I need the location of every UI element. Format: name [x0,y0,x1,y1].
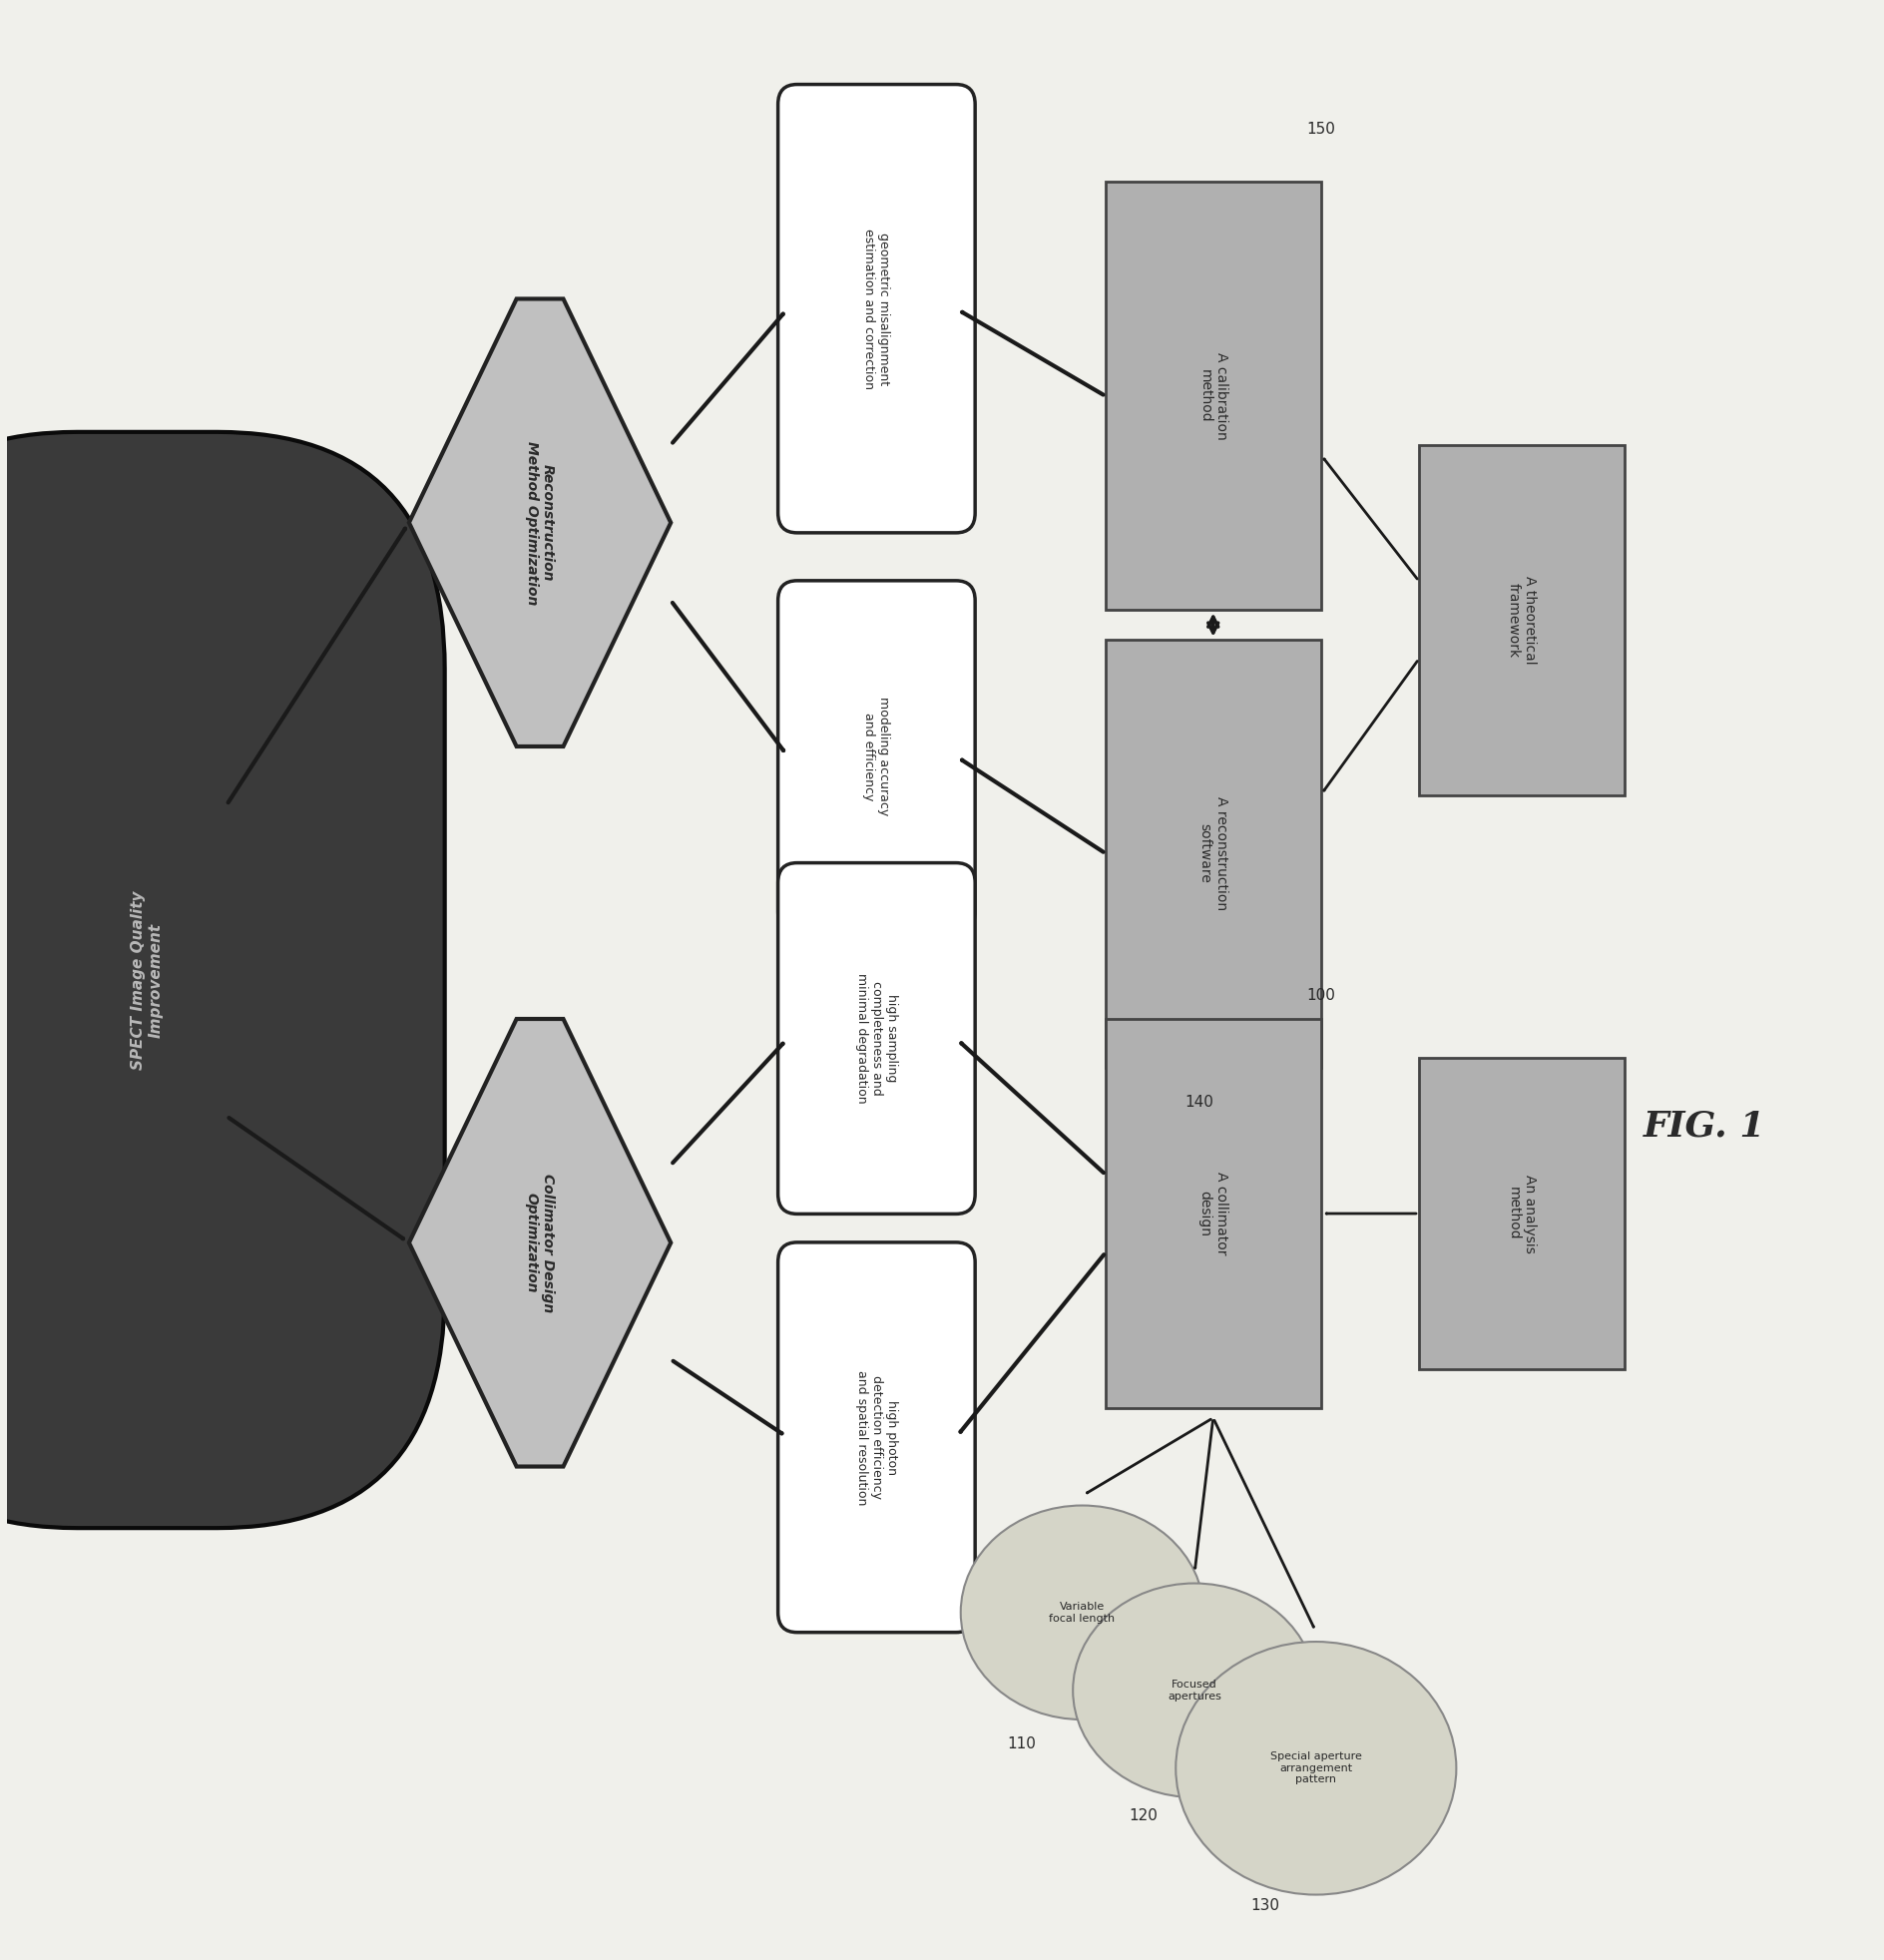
Text: FIG. 1: FIG. 1 [1643,1109,1765,1143]
Bar [1106,639,1321,1068]
Polygon shape [409,1019,671,1466]
Text: SPECT Image Quality
Improvement: SPECT Image Quality Improvement [132,890,164,1070]
Text: Collimator Design
Optimization: Collimator Design Optimization [526,1174,556,1311]
FancyBboxPatch shape [778,84,976,533]
Bar [1419,445,1624,796]
Ellipse shape [961,1505,1204,1719]
Text: geometric misalignment
estimation and correction: geometric misalignment estimation and co… [863,227,891,388]
Text: 130: 130 [1251,1899,1279,1913]
Text: Variable
focal length: Variable focal length [1049,1601,1115,1623]
Text: 100: 100 [1307,988,1336,1002]
Text: 140: 140 [1185,1094,1213,1109]
Text: 120: 120 [1129,1809,1159,1823]
Text: Reconstruction
Method Optimization: Reconstruction Method Optimization [526,441,556,606]
Text: A collimator
design: A collimator design [1198,1172,1228,1254]
Text: Focused
apertures: Focused apertures [1168,1680,1221,1701]
Ellipse shape [1072,1584,1317,1797]
FancyBboxPatch shape [778,1243,976,1633]
Text: A theoretical
framework: A theoretical framework [1507,576,1537,664]
Bar [1106,1019,1321,1407]
FancyBboxPatch shape [778,580,976,931]
Text: A reconstruction
software: A reconstruction software [1198,796,1228,911]
Text: An analysis
method: An analysis method [1507,1174,1537,1252]
Text: modeling accuracy
and efficiency: modeling accuracy and efficiency [863,696,891,815]
Text: high photon
detection efficiency
and spatial resolution: high photon detection efficiency and spa… [855,1370,899,1505]
Ellipse shape [1176,1642,1456,1895]
Text: 150: 150 [1307,122,1336,137]
Bar [1106,182,1321,610]
Bar [1419,1058,1624,1370]
Text: Special aperture
arrangement
pattern: Special aperture arrangement pattern [1270,1752,1362,1786]
Text: A calibration
method: A calibration method [1198,353,1228,439]
FancyBboxPatch shape [0,431,445,1529]
FancyBboxPatch shape [778,862,976,1213]
Text: high sampling
completeness and
minimal degradation: high sampling completeness and minimal d… [855,974,899,1103]
Text: 110: 110 [1008,1737,1036,1752]
Polygon shape [409,298,671,747]
